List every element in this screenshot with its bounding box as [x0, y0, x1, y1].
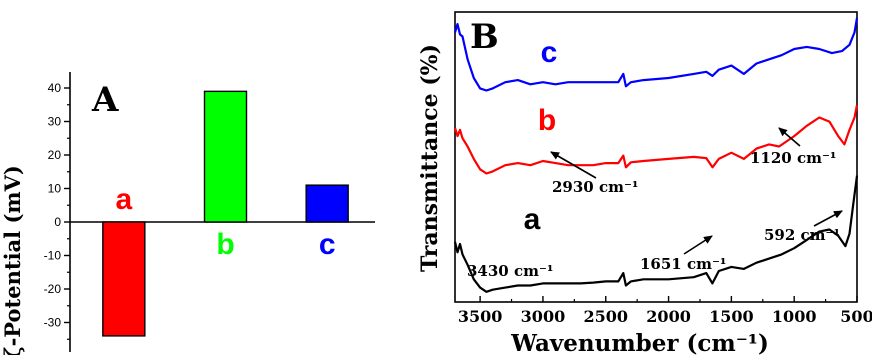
- panel-b-series-label-a: a: [524, 203, 541, 236]
- panel-b-axes: 3500 3000 2500 2000 1500 1000 500: [458, 296, 872, 326]
- panel-b-annotation-label: 2930 cm⁻¹: [552, 178, 638, 196]
- panel-a-y-tick-label: 0: [54, 215, 61, 229]
- panel-b-label: B: [470, 17, 499, 57]
- panel-b-annotation-arrow: [778, 127, 801, 147]
- panel-a-category-labels: a b c: [115, 183, 335, 261]
- panel-b-annotation-arrow: [550, 151, 597, 179]
- panel-b-annotations: 3430 cm⁻¹ 2930 cm⁻¹ 1651 cm⁻¹ 1120 cm⁻¹ 592 …: [467, 127, 843, 280]
- panel-b-series-c-line: [453, 17, 859, 92]
- panel-b-annotation-label: 3430 cm⁻¹: [467, 262, 553, 280]
- panel-a-category-label-c: c: [319, 228, 336, 261]
- panel-a-y-tick-label: 10: [48, 182, 62, 196]
- panel-b-x-tick-label: 3500: [458, 307, 503, 326]
- panel-b-annotation-arrow: [683, 235, 713, 255]
- panel-a-category-label-b: b: [216, 228, 234, 261]
- panel-b-x-tick-label: 500: [840, 307, 872, 326]
- panel-b-series-b-line: [453, 104, 859, 175]
- panel-b-x-tick-label: 1500: [709, 307, 754, 326]
- panel-a-bar-chart: A ζ-Potential (mV) 40 30 20 10 0 -10 -20 -30 a b…: [0, 72, 375, 355]
- panel-b-series-label-c: c: [541, 36, 558, 69]
- panel-b-xlabel: Wavenumber (cm⁻¹): [510, 330, 769, 355]
- panel-b-series-labels: c b a: [524, 36, 558, 236]
- panel-a-category-label-a: a: [115, 183, 132, 216]
- panel-b-series-label-b: b: [538, 104, 556, 137]
- panel-b-x-tick-label: 1000: [772, 307, 817, 326]
- panel-b-x-tick-label: 3000: [521, 307, 566, 326]
- panel-b-annotation-arrow: [813, 210, 843, 227]
- panel-a-y-tick-label: 20: [48, 148, 62, 162]
- panel-a-bar-c: [305, 184, 349, 223]
- panel-b-ftir-chart: B Transmittance (%) Wavenumber (cm⁻¹) 35…: [417, 11, 872, 355]
- panel-a-y-tick-label: 40: [48, 81, 62, 95]
- panel-a-label: A: [91, 80, 119, 120]
- panel-b-annotation-label: 1651 cm⁻¹: [640, 255, 726, 273]
- panel-a-y-tick-label: -20: [44, 282, 62, 296]
- panel-a-bars: [102, 90, 349, 337]
- panel-a-bar-a: [102, 221, 146, 337]
- panel-b-series-a-line: [453, 175, 859, 293]
- panel-b-series: [453, 17, 859, 293]
- panel-b-annotation-label: 592 cm⁻¹: [764, 226, 840, 244]
- panel-b-x-tick-label: 2500: [583, 307, 628, 326]
- panel-a-bar-b: [203, 90, 248, 223]
- panel-a-y-tick-label: 30: [48, 115, 62, 129]
- panel-a-ylabel: ζ-Potential (mV): [0, 165, 25, 355]
- panel-a-y-tick-label: -30: [44, 316, 62, 330]
- panel-b-ylabel: Transmittance (%): [417, 44, 443, 272]
- panel-b-x-tick-label: 2000: [646, 307, 691, 326]
- panel-a-y-tick-label: -10: [44, 249, 62, 263]
- panel-b-plot-frame: [454, 11, 858, 303]
- panel-b-annotation-label: 1120 cm⁻¹: [750, 149, 836, 167]
